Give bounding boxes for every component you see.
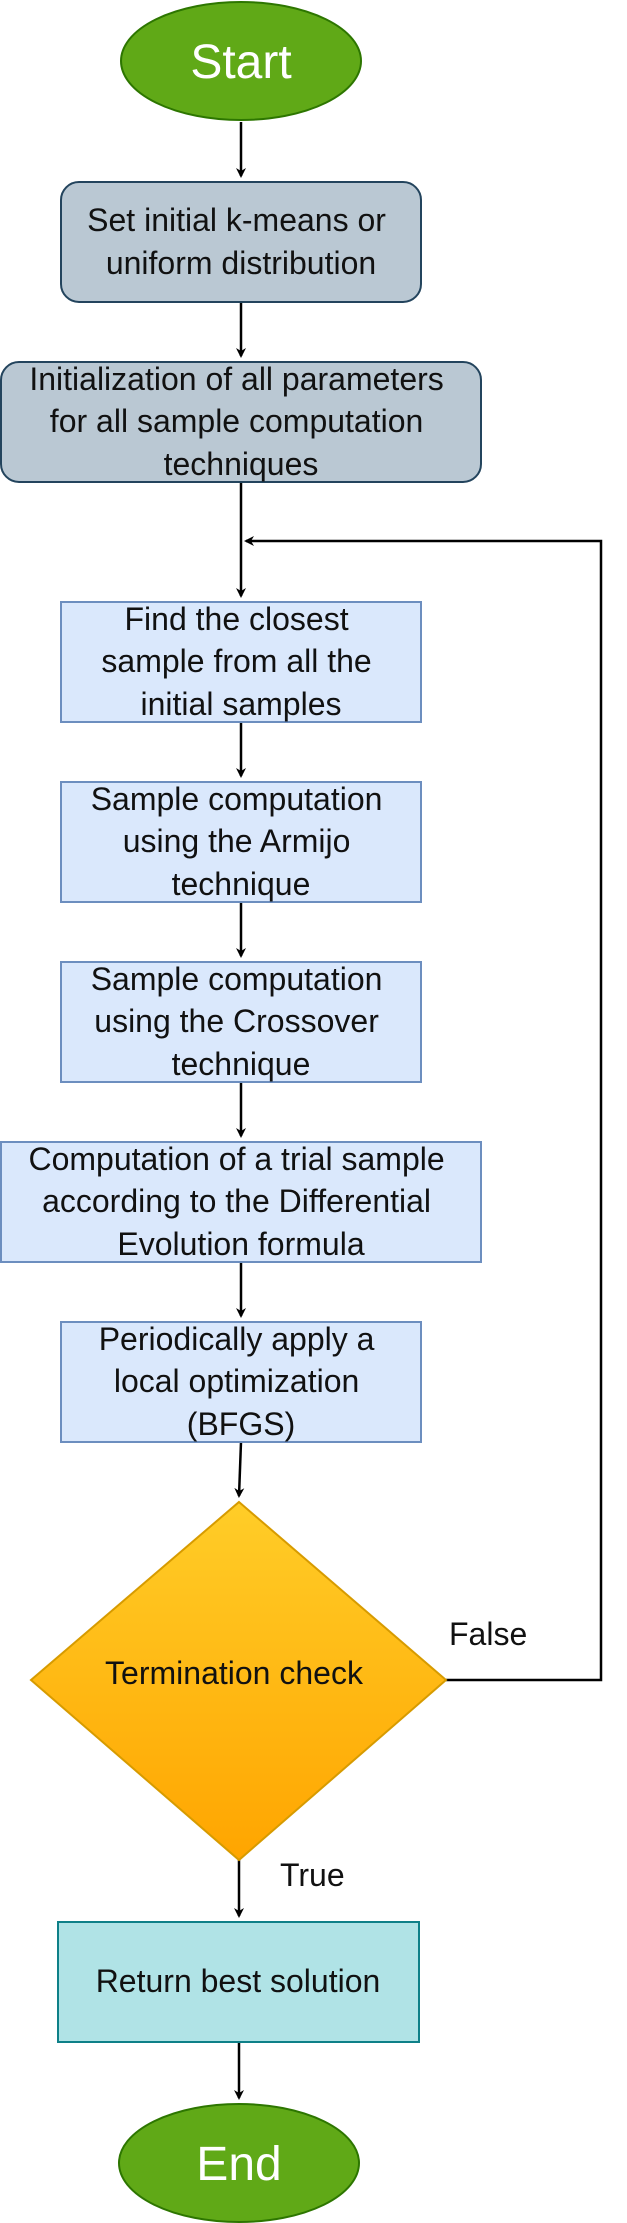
- init-kmeans-node: Set initial k-means or uniform distribut…: [60, 181, 422, 303]
- init-kmeans-label: Set initial k-means or uniform distribut…: [87, 202, 395, 281]
- end-label: End: [196, 2138, 281, 2191]
- false-edge-label: False: [449, 1616, 527, 1652]
- crossover-node: Sample computation using the Crossover t…: [60, 961, 422, 1083]
- trial-sample-label: Computation of a trial sample according …: [28, 1141, 453, 1262]
- return-best-node: Return best solution: [57, 1921, 420, 2043]
- edge-termination-false-loop: [244, 536, 603, 1682]
- armijo-node: Sample computation using the Armijo tech…: [60, 781, 422, 903]
- init-params-label: Initialization of all parameters for all…: [29, 361, 452, 482]
- start-node: Start: [120, 1, 362, 121]
- true-edge-label: True: [280, 1857, 345, 1893]
- closest-sample-node: Find the closest sample from all the ini…: [60, 601, 422, 723]
- start-label: Start: [190, 36, 291, 89]
- crossover-label: Sample computation using the Crossover t…: [91, 961, 392, 1082]
- edge-localopt-to-termination: [234, 1441, 245, 1498]
- local-opt-label: Periodically apply a local optimization …: [99, 1321, 384, 1442]
- termination-label: Termination check: [105, 1655, 364, 1691]
- closest-sample-label: Find the closest sample from all the ini…: [101, 601, 380, 722]
- return-best-label: Return best solution: [96, 1963, 381, 1999]
- end-node: End: [118, 2103, 360, 2223]
- armijo-label: Sample computation using the Armijo tech…: [91, 781, 392, 902]
- init-params-node: Initialization of all parameters for all…: [0, 361, 482, 483]
- edges: [234, 122, 603, 2100]
- local-opt-node: Periodically apply a local optimization …: [60, 1321, 422, 1443]
- termination-node: Termination check: [29, 1500, 448, 1862]
- trial-sample-node: Computation of a trial sample according …: [0, 1141, 482, 1263]
